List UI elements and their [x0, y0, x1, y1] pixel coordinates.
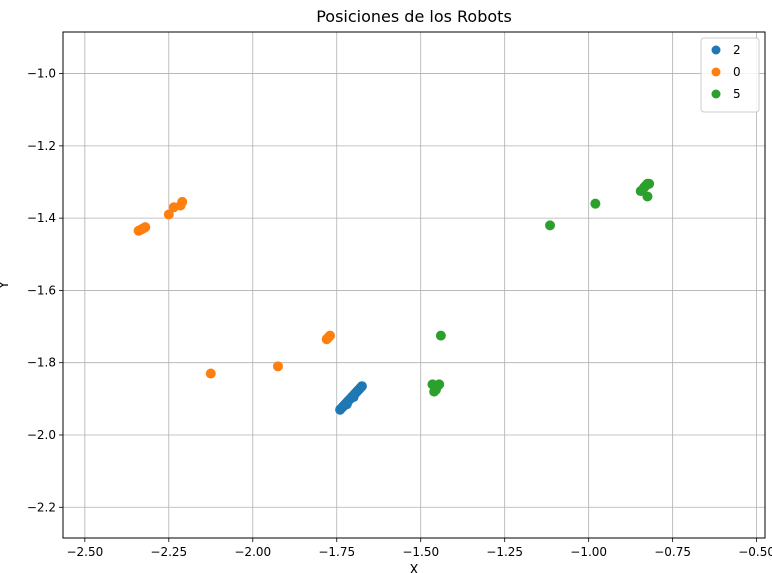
series-5-point — [434, 379, 445, 390]
series-5-point — [644, 178, 655, 189]
series-5-point — [642, 191, 653, 202]
y-tick-label: −2.0 — [27, 428, 56, 442]
x-tick-label: −1.25 — [486, 545, 523, 559]
y-tick-label: −1.8 — [27, 356, 56, 370]
series-0-point — [272, 361, 283, 372]
x-tick-label: −2.50 — [66, 545, 103, 559]
legend-label: 5 — [733, 87, 741, 101]
x-tick-label: −1.00 — [570, 545, 607, 559]
x-tick-label: −2.25 — [150, 545, 187, 559]
points-layer — [133, 178, 655, 415]
legend: 2 0 5 — [700, 37, 760, 113]
legend-label: 2 — [733, 43, 741, 57]
x-tick-label: −1.50 — [402, 545, 439, 559]
series-5-point — [545, 220, 556, 231]
series-0-point — [163, 209, 174, 220]
legend-box — [700, 37, 760, 113]
y-tick-label: −1.6 — [27, 283, 56, 297]
chart-title: Posiciones de los Robots — [316, 7, 512, 26]
y-tick-label: −1.2 — [27, 139, 56, 153]
x-tick-label: −2.00 — [234, 545, 271, 559]
series-2-point — [348, 392, 359, 403]
series-5-point — [435, 330, 446, 341]
series-0-point — [205, 368, 216, 379]
x-tick-label: −0.50 — [738, 545, 772, 559]
series-2-point — [356, 381, 367, 392]
series-0-point — [325, 330, 336, 341]
y-tick-label: −2.2 — [27, 500, 56, 514]
y-tick-label: −1.0 — [27, 67, 56, 81]
y-axis-label: Y — [0, 281, 12, 290]
series-5-point — [590, 198, 601, 209]
series-2-point — [341, 399, 352, 410]
legend-label: 0 — [733, 65, 741, 79]
series-0-point — [140, 222, 151, 233]
y-tick-label: −1.4 — [27, 211, 56, 225]
x-tick-label: −0.75 — [654, 545, 691, 559]
legend-marker — [711, 45, 721, 55]
grid-layer — [63, 32, 765, 538]
legend-marker — [711, 89, 721, 99]
series-0-point — [177, 196, 188, 207]
plot-frame — [62, 31, 766, 539]
ticks-layer: −2.50 −2.25 −2.00 −1.75 −1.50 −1.25 −1.00 −0.75… — [27, 67, 772, 559]
x-axis-label: X — [410, 563, 419, 573]
legend-marker — [711, 67, 721, 77]
x-tick-label: −1.75 — [318, 545, 355, 559]
